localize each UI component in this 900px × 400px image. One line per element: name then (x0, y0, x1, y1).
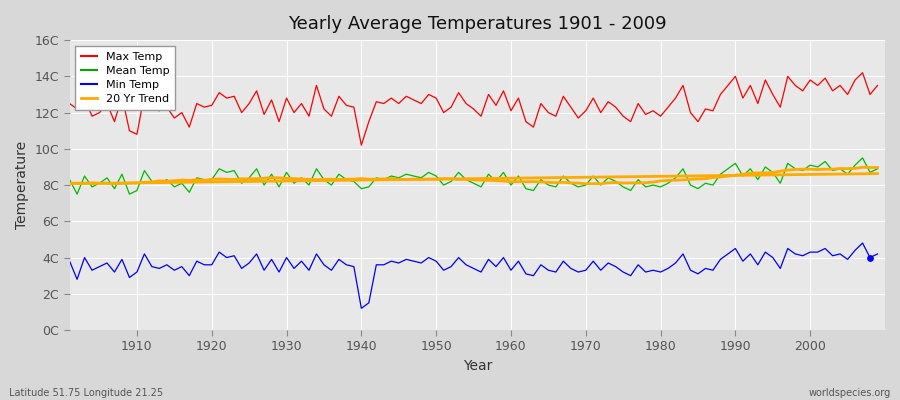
Point (863, 254, 878, 261)
Legend: Max Temp, Mean Temp, Min Temp, 20 Yr Trend: Max Temp, Mean Temp, Min Temp, 20 Yr Tre… (76, 46, 176, 110)
Text: worldspecies.org: worldspecies.org (809, 388, 891, 398)
Text: Latitude 51.75 Longitude 21.25: Latitude 51.75 Longitude 21.25 (9, 388, 163, 398)
Y-axis label: Temperature: Temperature (15, 141, 29, 229)
Title: Yearly Average Temperatures 1901 - 2009: Yearly Average Temperatures 1901 - 2009 (288, 15, 667, 33)
X-axis label: Year: Year (463, 359, 492, 373)
